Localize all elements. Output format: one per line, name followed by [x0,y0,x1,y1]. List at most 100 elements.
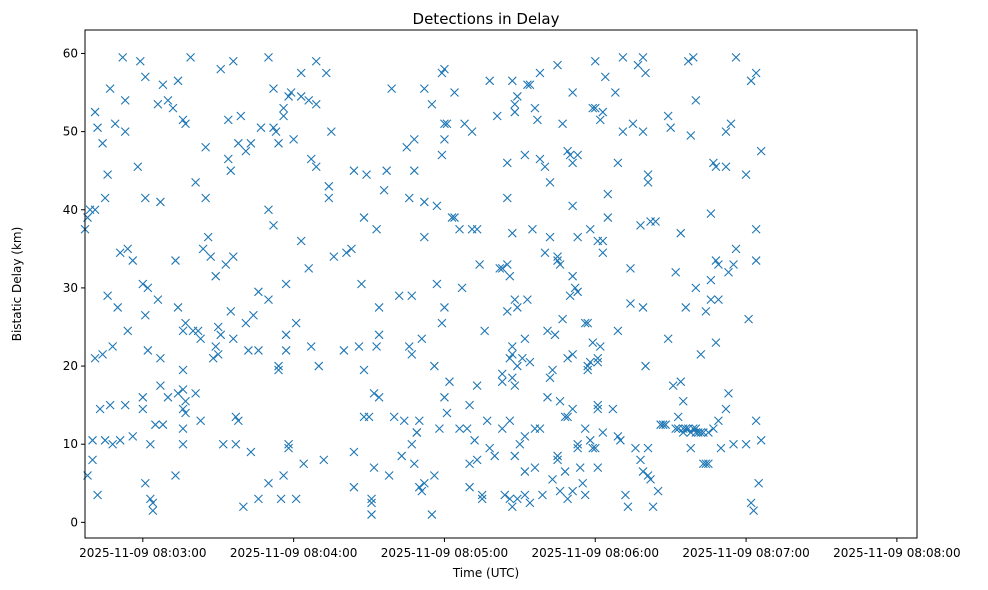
scatter-point [520,150,530,160]
scatter-point [284,92,293,101]
scatter-point [349,482,359,492]
scatter-point [638,127,648,136]
scatter-point [357,279,366,289]
scatter-point [115,435,125,445]
scatter-point [103,170,113,179]
scatter-point [530,463,540,473]
scatter-point [580,424,590,433]
scatter-point [568,158,578,168]
scatter-point [643,443,653,453]
scatter-point [455,224,464,234]
scatter-point [505,416,515,426]
scatter-point [110,119,120,129]
scatter-point [709,158,718,168]
scatter-point [613,158,623,168]
scatter-point [520,334,530,344]
scatter-point [407,439,417,449]
scatter-point [372,342,381,351]
scatter-point [475,260,485,269]
scatter-point [236,111,246,121]
scatter-point [120,127,130,136]
scatter-point [407,291,417,301]
scatter-point [535,68,545,78]
scatter-point [329,252,339,262]
scatter-point [641,68,650,78]
scatter-point [382,166,392,176]
scatter-point [284,439,293,449]
scatter-point [465,400,474,410]
scatter-point [362,170,371,179]
scatter-point [306,154,316,164]
scatter-point [563,146,572,156]
scatter-point [553,60,562,70]
scatter-point [502,193,512,203]
scatter-point [520,432,530,441]
scatter-point [181,408,190,418]
scatter-point [269,123,278,133]
scatter-point [440,64,449,74]
scatter-point [598,428,608,437]
scatter-point [482,416,492,426]
scatter-point [256,123,266,133]
scatter-point [691,283,701,293]
scatter-point [540,162,550,172]
scatter-point [573,439,583,449]
scatter-point [342,248,351,258]
scatter-point [246,138,256,148]
scatter-point [156,353,165,363]
scatter-point [455,424,464,433]
scatter-point [626,263,635,273]
scatter-point [211,271,221,281]
scatter-point [731,52,741,62]
scatter-point [583,318,593,328]
scatter-point [525,357,535,367]
scatter-point [118,52,128,62]
scatter-point [701,459,711,469]
scatter-point [568,271,578,281]
scatter-point [666,123,676,133]
scatter-point [651,217,660,226]
scatter-point [281,279,291,289]
scatter-point [646,474,655,484]
scatter-point [583,365,593,375]
scatter-point [535,424,545,433]
scatter-point [754,478,764,488]
scatter-point [231,412,241,422]
scatter-point [191,389,200,398]
scatter-point [706,275,716,285]
scatter-point [364,412,374,422]
scatter-point [243,346,253,355]
scatter-point [523,80,532,90]
scatter-point [510,107,520,117]
scatter-point [369,463,379,473]
scatter-point [485,76,495,86]
scatter-point [178,439,188,449]
scatter-point [686,443,696,453]
scatter-point [296,68,306,78]
scatter-point [756,435,766,445]
scatter-point [437,68,447,78]
scatter-point [610,88,620,97]
scatter-point [618,127,628,136]
scatter-point [98,138,107,148]
scatter-point [681,424,691,433]
scatter-point [545,373,555,383]
scatter-point [598,248,608,258]
scatter-point [590,56,600,66]
scatter-point [751,68,761,78]
scatter-point [173,303,183,312]
scatter-point [178,326,188,336]
scatter-point [460,119,469,129]
scatter-point [228,252,238,262]
scatter-point [274,138,283,148]
scatter-point [703,428,713,437]
scatter-point [545,178,555,187]
scatter-point [492,111,502,121]
scatter-point [688,52,698,62]
scatter-point [367,510,376,519]
scatter-point [206,252,216,262]
scatter-point [233,138,243,148]
scatter-point [213,349,223,359]
scatter-point [633,60,643,70]
scatter-point [226,306,236,316]
